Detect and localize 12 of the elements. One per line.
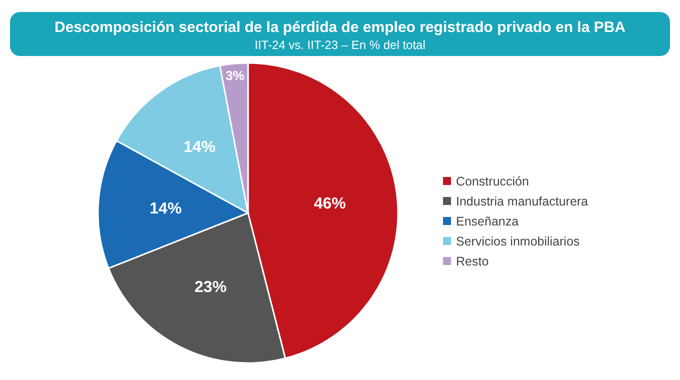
data-label: 23% (194, 279, 227, 296)
data-label: 14% (183, 138, 216, 156)
legend-label: Enseñanza (456, 214, 519, 228)
chart-title: Descomposición sectorial de la pérdida de empleo registrado privado en la PBA (54, 19, 626, 36)
legend-label: Resto (456, 254, 489, 268)
data-label: 3% (226, 68, 245, 84)
data-label: 14% (150, 200, 182, 218)
data-label: 46% (314, 195, 346, 212)
chart-subtitle: IIT-24 vs. IIT-23 – En % del total (254, 38, 426, 52)
legend-label: Industria manufacturera (456, 194, 588, 208)
legend-label: Servicios inmobiliarios (456, 234, 580, 248)
legend-label: Construcción (456, 174, 529, 188)
